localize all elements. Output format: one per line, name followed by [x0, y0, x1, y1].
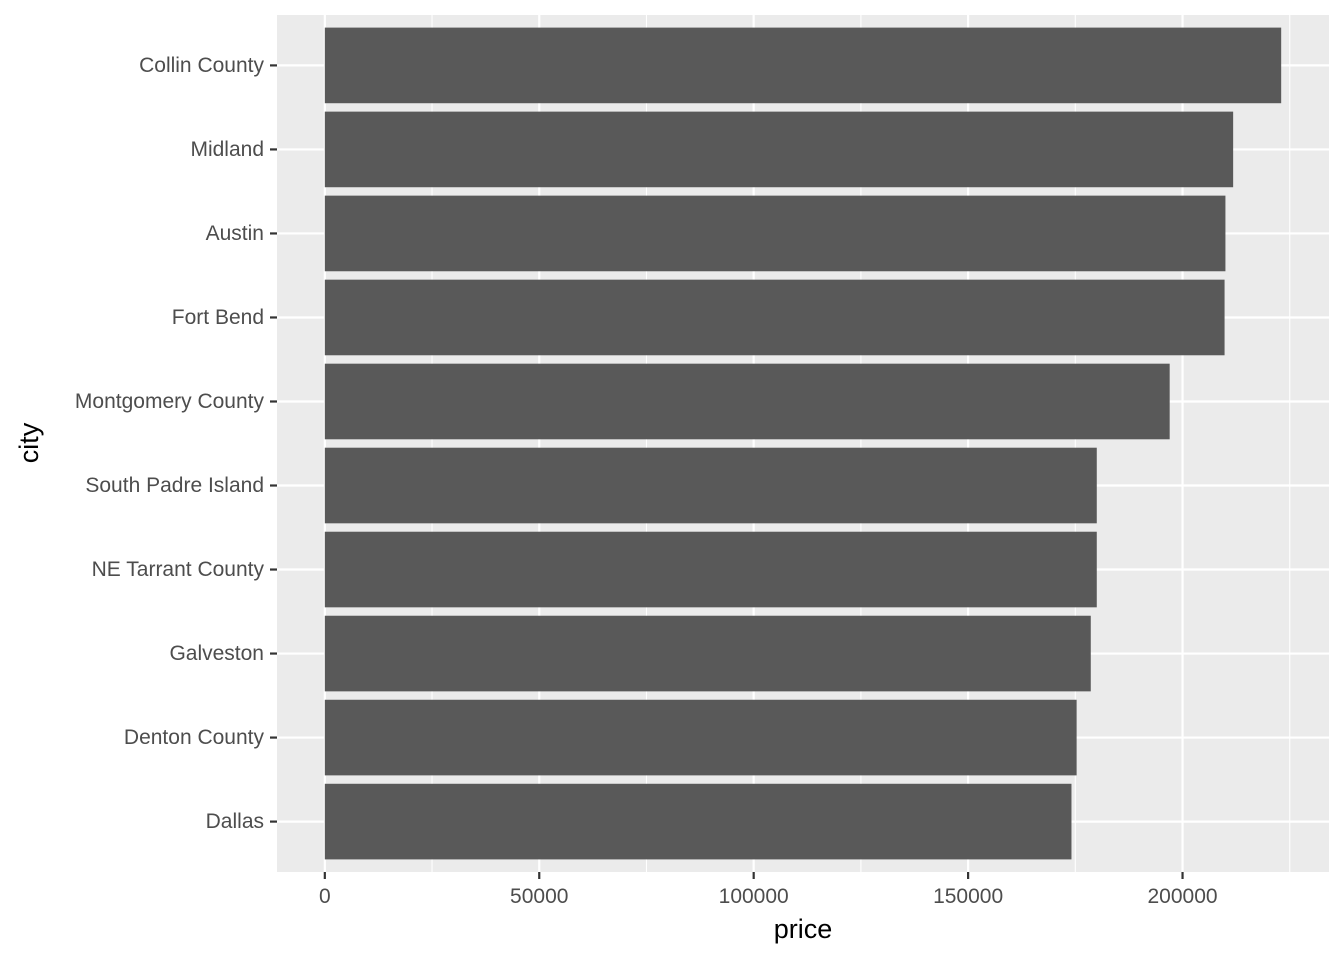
x-axis: 0 50000 100000 150000 200000 — [319, 872, 1218, 908]
y-axis-title: city — [14, 422, 44, 463]
y-tick-label: Galveston — [169, 642, 264, 665]
y-axis: Collin County Midland Austin Fort Bend Montg… — [75, 54, 277, 833]
bar — [324, 615, 1091, 692]
y-tick-label: NE Tarrant County — [92, 558, 265, 581]
bar — [324, 699, 1077, 776]
bar — [324, 363, 1170, 440]
bar — [324, 279, 1225, 356]
x-tick-label: 100000 — [719, 885, 789, 908]
x-tick-label: 150000 — [933, 885, 1003, 908]
bar — [324, 531, 1097, 608]
bar — [324, 111, 1234, 188]
y-tick-label: Austin — [206, 222, 264, 245]
y-tick-label: Collin County — [139, 54, 264, 77]
x-tick-label: 200000 — [1148, 885, 1218, 908]
bar — [324, 195, 1226, 272]
bar — [324, 783, 1072, 860]
bar — [324, 27, 1282, 104]
x-tick-label: 50000 — [510, 885, 568, 908]
bars — [324, 27, 1282, 860]
y-tick-label: Denton County — [124, 726, 265, 749]
x-tick-label: 0 — [319, 885, 331, 908]
y-tick-label: Dallas — [206, 810, 264, 833]
y-tick-label: Montgomery County — [75, 390, 265, 413]
y-tick-label: Fort Bend — [172, 306, 264, 329]
bar — [324, 447, 1097, 524]
x-axis-title: price — [774, 914, 833, 944]
y-tick-label: South Padre Island — [85, 474, 264, 497]
y-tick-label: Midland — [190, 138, 264, 161]
